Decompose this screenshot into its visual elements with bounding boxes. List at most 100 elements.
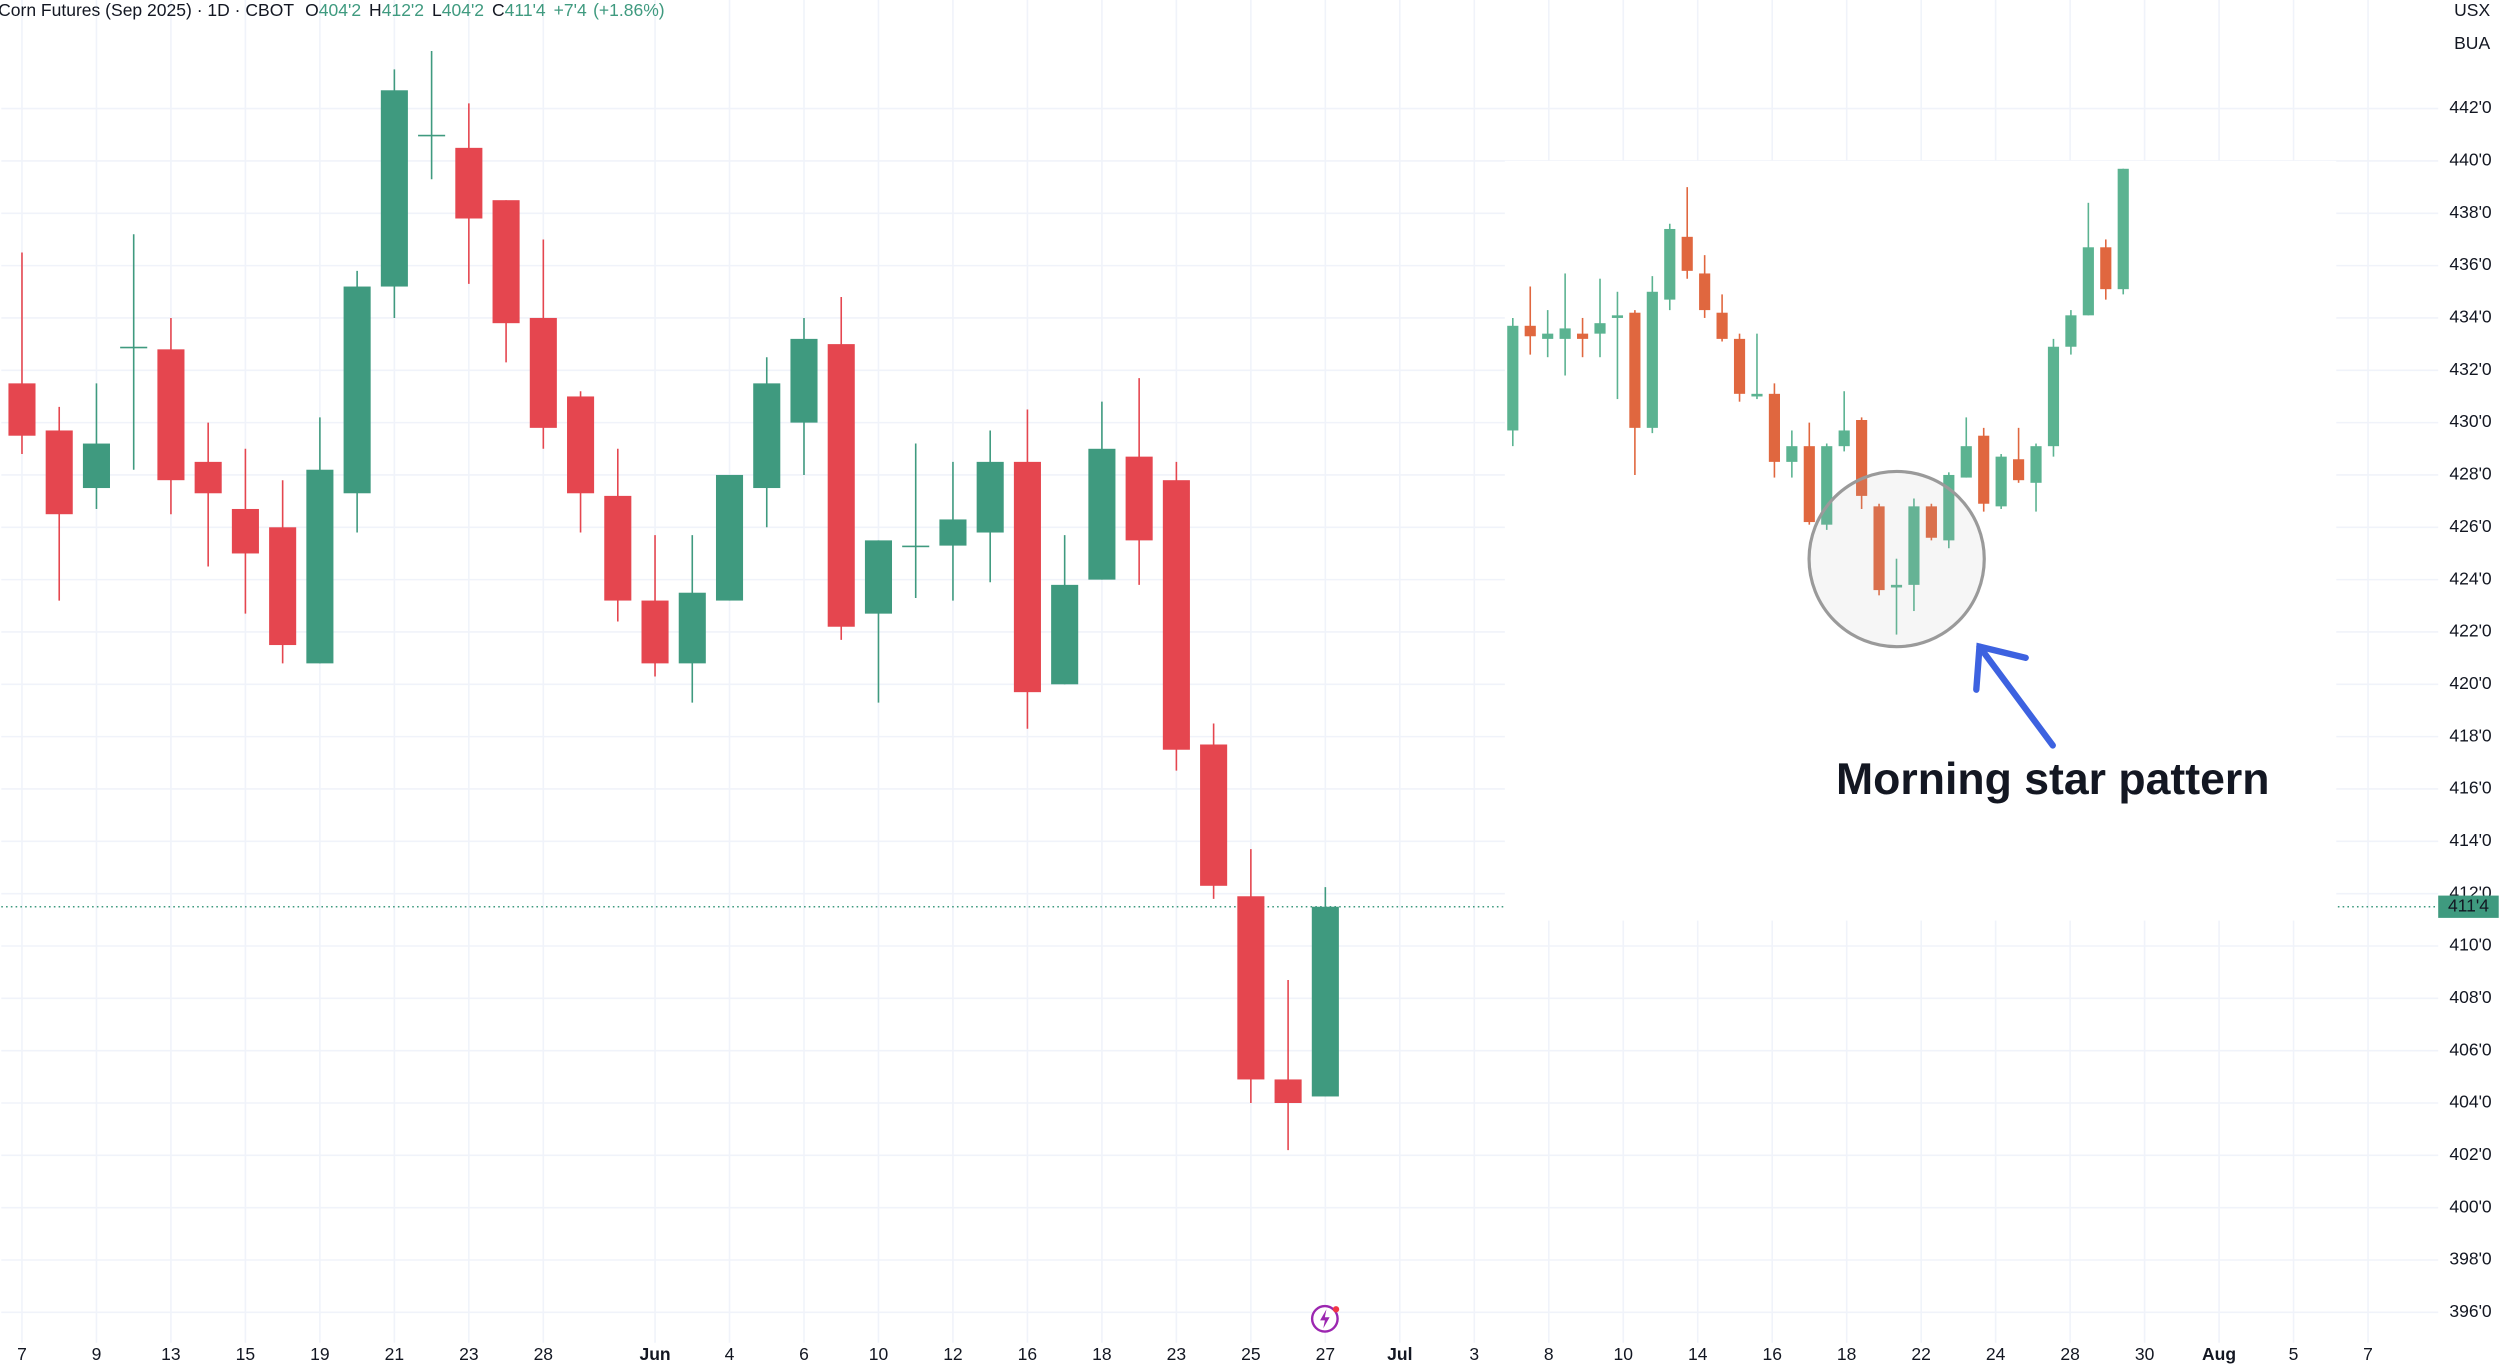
candle-body bbox=[1768, 393, 1780, 462]
x-tick-label: 30 bbox=[2135, 1344, 2155, 1364]
y-tick-label: 434'0 bbox=[2449, 307, 2492, 327]
candle-body bbox=[1856, 420, 1868, 496]
events-icon-bolt[interactable] bbox=[1320, 1309, 1330, 1329]
candle-body bbox=[120, 346, 148, 349]
events-icon-dot[interactable] bbox=[1332, 1306, 1340, 1313]
candle-body bbox=[1821, 446, 1833, 525]
candle-body bbox=[1873, 506, 1885, 591]
candle-body bbox=[1803, 446, 1815, 523]
x-tick-label: 23 bbox=[459, 1344, 478, 1364]
x-tick-label: 22 bbox=[1911, 1344, 1930, 1364]
candle-body bbox=[1943, 474, 1955, 541]
x-tick-label: 28 bbox=[534, 1344, 553, 1364]
candle-body bbox=[1237, 896, 1265, 1080]
unit-label: BUA bbox=[2454, 33, 2490, 53]
candle-body bbox=[343, 286, 371, 494]
y-tick-label: 442'0 bbox=[2449, 97, 2492, 117]
candle-body bbox=[492, 200, 520, 324]
y-tick-label: 430'0 bbox=[2449, 411, 2492, 431]
last-price-label: 411'4 bbox=[2448, 895, 2489, 915]
candle-body bbox=[1611, 315, 1624, 318]
candle-body bbox=[678, 592, 706, 664]
y-tick-label: 406'0 bbox=[2449, 1039, 2492, 1059]
x-tick-label: 12 bbox=[943, 1344, 962, 1364]
x-tick-label: 24 bbox=[1986, 1344, 2006, 1364]
inset-screenshot bbox=[1504, 160, 2337, 921]
candle-body bbox=[902, 545, 930, 548]
x-tick-label: Aug bbox=[2202, 1344, 2236, 1364]
candle-body bbox=[1925, 506, 1937, 538]
x-tick-label: 16 bbox=[1018, 1344, 1037, 1364]
x-tick-label: 9 bbox=[92, 1344, 102, 1364]
annotation: Morning star pattern bbox=[1836, 755, 2269, 804]
x-tick-label: 21 bbox=[385, 1344, 404, 1364]
arrow-shaft bbox=[1976, 643, 2056, 749]
candle-body bbox=[2030, 446, 2042, 483]
candle-body bbox=[1200, 744, 1228, 886]
candle-body bbox=[1960, 446, 1972, 478]
x-tick-label: 10 bbox=[1614, 1344, 1634, 1364]
candle-body bbox=[1311, 906, 1339, 1097]
open-value: 404'2 bbox=[319, 0, 361, 20]
y-tick-label: 414'0 bbox=[2449, 830, 2492, 850]
candle-body bbox=[45, 430, 73, 515]
candle-body bbox=[1908, 506, 1920, 585]
candle-body bbox=[1576, 333, 1589, 339]
candle-body bbox=[1594, 323, 1606, 334]
events-icon[interactable] bbox=[1310, 1304, 1340, 1333]
annotation-arrow bbox=[1973, 642, 2056, 749]
low-value: 404'2 bbox=[442, 0, 484, 20]
candle-body bbox=[1995, 456, 2007, 507]
y-tick-label: 420'0 bbox=[2449, 673, 2492, 693]
candle-body bbox=[269, 527, 297, 646]
candle-body bbox=[1629, 312, 1641, 428]
candle-body bbox=[1559, 328, 1571, 339]
candle-body bbox=[1786, 446, 1798, 462]
candle-body bbox=[2082, 247, 2094, 316]
y-tick-label: 416'0 bbox=[2449, 778, 2492, 798]
axes: 396'0 398'0 400'0 402'0 404'0 406'0 408'0 410'0… bbox=[17, 97, 2499, 1364]
x-tick-label: 3 bbox=[1469, 1344, 1479, 1364]
candle-body bbox=[976, 461, 1004, 533]
candle-body bbox=[194, 461, 222, 494]
x-tick-label: 6 bbox=[799, 1344, 809, 1364]
candle-body bbox=[1751, 393, 1763, 397]
change-percent: (+1.86%) bbox=[593, 0, 665, 20]
x-tick-label: 7 bbox=[2363, 1344, 2373, 1364]
x-tick-label: 23 bbox=[1167, 1344, 1186, 1364]
x-tick-label: 19 bbox=[310, 1344, 329, 1364]
high-value: 412'2 bbox=[382, 0, 424, 20]
candle-body bbox=[1838, 430, 1850, 447]
x-tick-label: Jun bbox=[639, 1344, 670, 1364]
candle-body bbox=[82, 443, 110, 489]
candle-body bbox=[1664, 228, 1676, 300]
last-price-tag bbox=[2438, 895, 2499, 918]
low-label: L bbox=[432, 0, 442, 20]
x-tick-label: 10 bbox=[869, 1344, 889, 1364]
candle-body bbox=[1978, 435, 1990, 504]
candle-body bbox=[418, 134, 446, 137]
y-tick-label: 422'0 bbox=[2449, 621, 2492, 641]
x-tick-label: 7 bbox=[17, 1344, 27, 1364]
candle-body bbox=[753, 383, 781, 489]
candle-body bbox=[715, 474, 744, 601]
y-tick-label: 426'0 bbox=[2449, 516, 2492, 536]
x-tick-label: 14 bbox=[1688, 1344, 1708, 1364]
candle-body bbox=[455, 147, 483, 219]
y-tick-label: 440'0 bbox=[2449, 150, 2492, 170]
candle-body bbox=[1681, 236, 1693, 271]
x-tick-label: 8 bbox=[1544, 1344, 1554, 1364]
candle-body bbox=[1699, 273, 1711, 311]
y-tick-label: 432'0 bbox=[2449, 359, 2492, 379]
candle-body bbox=[1013, 461, 1041, 693]
open-label: O bbox=[305, 0, 319, 20]
y-tick-label: 436'0 bbox=[2449, 254, 2492, 274]
inset-series bbox=[1507, 168, 2129, 635]
candle-body bbox=[380, 90, 408, 287]
close-value: 411'4 bbox=[505, 0, 546, 20]
candle-body bbox=[2047, 346, 2060, 447]
candle-body bbox=[567, 396, 595, 494]
candle-body bbox=[641, 600, 669, 664]
candle-body bbox=[1524, 325, 1536, 337]
y-tick-label: 398'0 bbox=[2449, 1249, 2492, 1269]
